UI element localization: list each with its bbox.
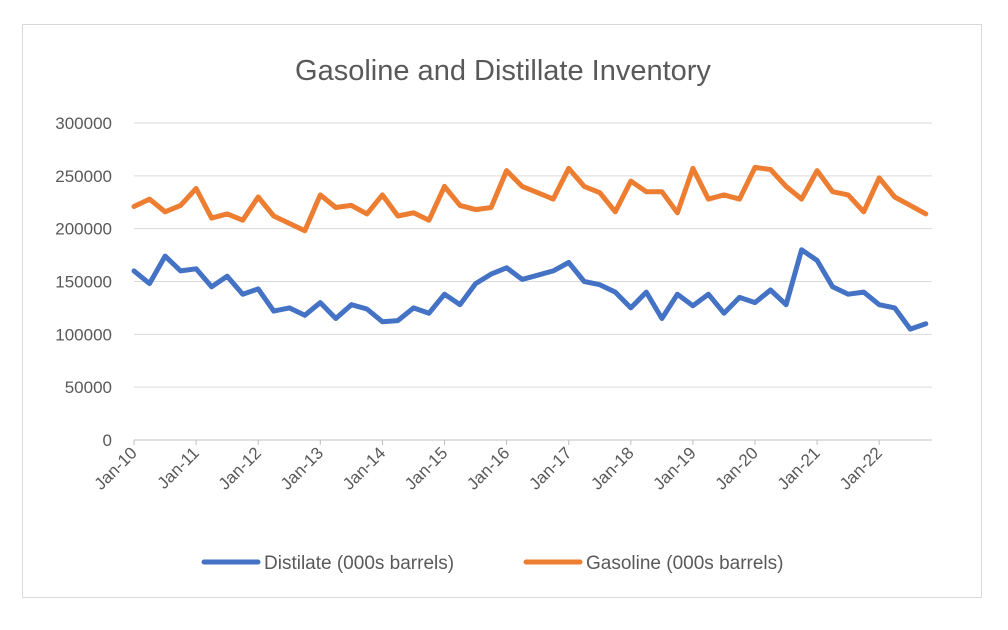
distilate-series-line [131,247,929,332]
x-tick-label: Jan-15 [401,443,451,493]
x-tick-label: Jan-22 [836,443,886,493]
legend: Distilate (000s barrels) Gasoline (000s b… [201,553,783,574]
x-tick-label: Jan-19 [650,443,700,493]
chart-title: Gasoline and Distillate Inventory [295,55,711,87]
x-tick-label: Jan-16 [463,443,513,493]
x-tick-label: Jan-21 [774,443,824,493]
y-tick-label: 100000 [55,325,112,344]
x-tick-label: Jan-17 [525,443,575,493]
y-tick-label: 150000 [55,273,112,292]
gridlines [134,122,932,441]
y-tick-label: 200000 [55,220,112,239]
legend-item-gasoline: Gasoline (000s barrels) [586,553,783,574]
x-tick-label: Jan-11 [154,443,203,492]
chart-frame [22,24,982,598]
x-tick-label: Jan-12 [215,443,265,493]
x-tick-label: Jan-10 [91,443,141,493]
y-tick-label: 50000 [65,378,112,397]
y-tick-label: 250000 [55,167,112,186]
gasoline-series-line [131,164,929,234]
x-tick-label: Jan-20 [712,443,762,493]
x-axis: Jan-10 Jan-11 Jan-12 Jan-13 Jan-14 Jan-15 Jan-… [91,440,886,494]
legend-item-distilate: Distilate (000s barrels) [264,553,454,574]
series-lines [131,164,929,332]
x-tick-label: Jan-13 [277,443,327,493]
y-tick-label: 300000 [55,114,112,133]
y-tick-label: 0 [103,431,112,450]
x-tick-label: Jan-14 [339,443,389,493]
y-axis: 0 50000 100000 150000 200000 250000 300000 [55,114,112,450]
x-tick-label: Jan-18 [587,443,637,493]
